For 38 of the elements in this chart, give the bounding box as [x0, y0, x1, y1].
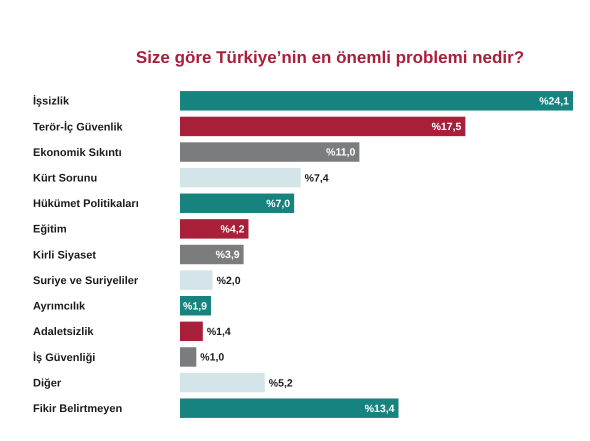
bar	[180, 347, 196, 367]
data-label: %11,0	[326, 146, 356, 159]
y-tick-label: Ayrımcılık	[33, 300, 86, 313]
bar	[180, 372, 265, 392]
bar	[180, 322, 203, 342]
bar	[180, 116, 466, 136]
y-tick-label: Kürt Sorunu	[33, 172, 98, 185]
y-tick-label: Suriye ve Suriyeliler	[33, 274, 139, 287]
y-tick-label: Hükümet Politikaları	[33, 198, 139, 210]
data-label: %24,1	[539, 95, 570, 108]
bar	[180, 270, 213, 290]
data-label: %2,0	[216, 274, 241, 287]
data-label: %1,4	[206, 326, 231, 338]
y-tick-label: Adaletsizlik	[33, 326, 94, 338]
data-label: %7,0	[266, 198, 290, 210]
data-label: %1,9	[183, 300, 208, 312]
bar	[180, 219, 248, 239]
bar	[180, 194, 294, 214]
y-tick-label: Terör-İç Güvenlik	[33, 120, 124, 134]
bar	[180, 398, 399, 418]
y-tick-label: Ekonomik Sıkıntı	[33, 146, 122, 159]
y-tick-label: İşsizlik	[33, 94, 70, 108]
bar	[180, 91, 573, 111]
y-tick-label: Diğer	[33, 377, 62, 390]
data-label: %3,9	[216, 249, 240, 262]
y-tick-label: Fikir Belirtmeyen	[33, 403, 123, 416]
data-label: %7,4	[304, 172, 329, 184]
y-tick-label: Eğitim	[33, 224, 67, 236]
data-label: %5,2	[268, 377, 293, 390]
bar	[180, 168, 301, 188]
data-label: %13,4	[364, 402, 395, 415]
y-tick-label: İş Güvenliği	[33, 350, 96, 364]
y-tick-label: Kirli Siyaset	[33, 249, 96, 262]
data-label: %4,2	[220, 224, 245, 236]
bar	[180, 142, 360, 162]
chart-title: Size göre Türkiye’nin en önemli problemi nedir?	[136, 48, 524, 67]
data-label: %17,5	[432, 121, 462, 134]
data-label: %1,0	[200, 352, 224, 364]
